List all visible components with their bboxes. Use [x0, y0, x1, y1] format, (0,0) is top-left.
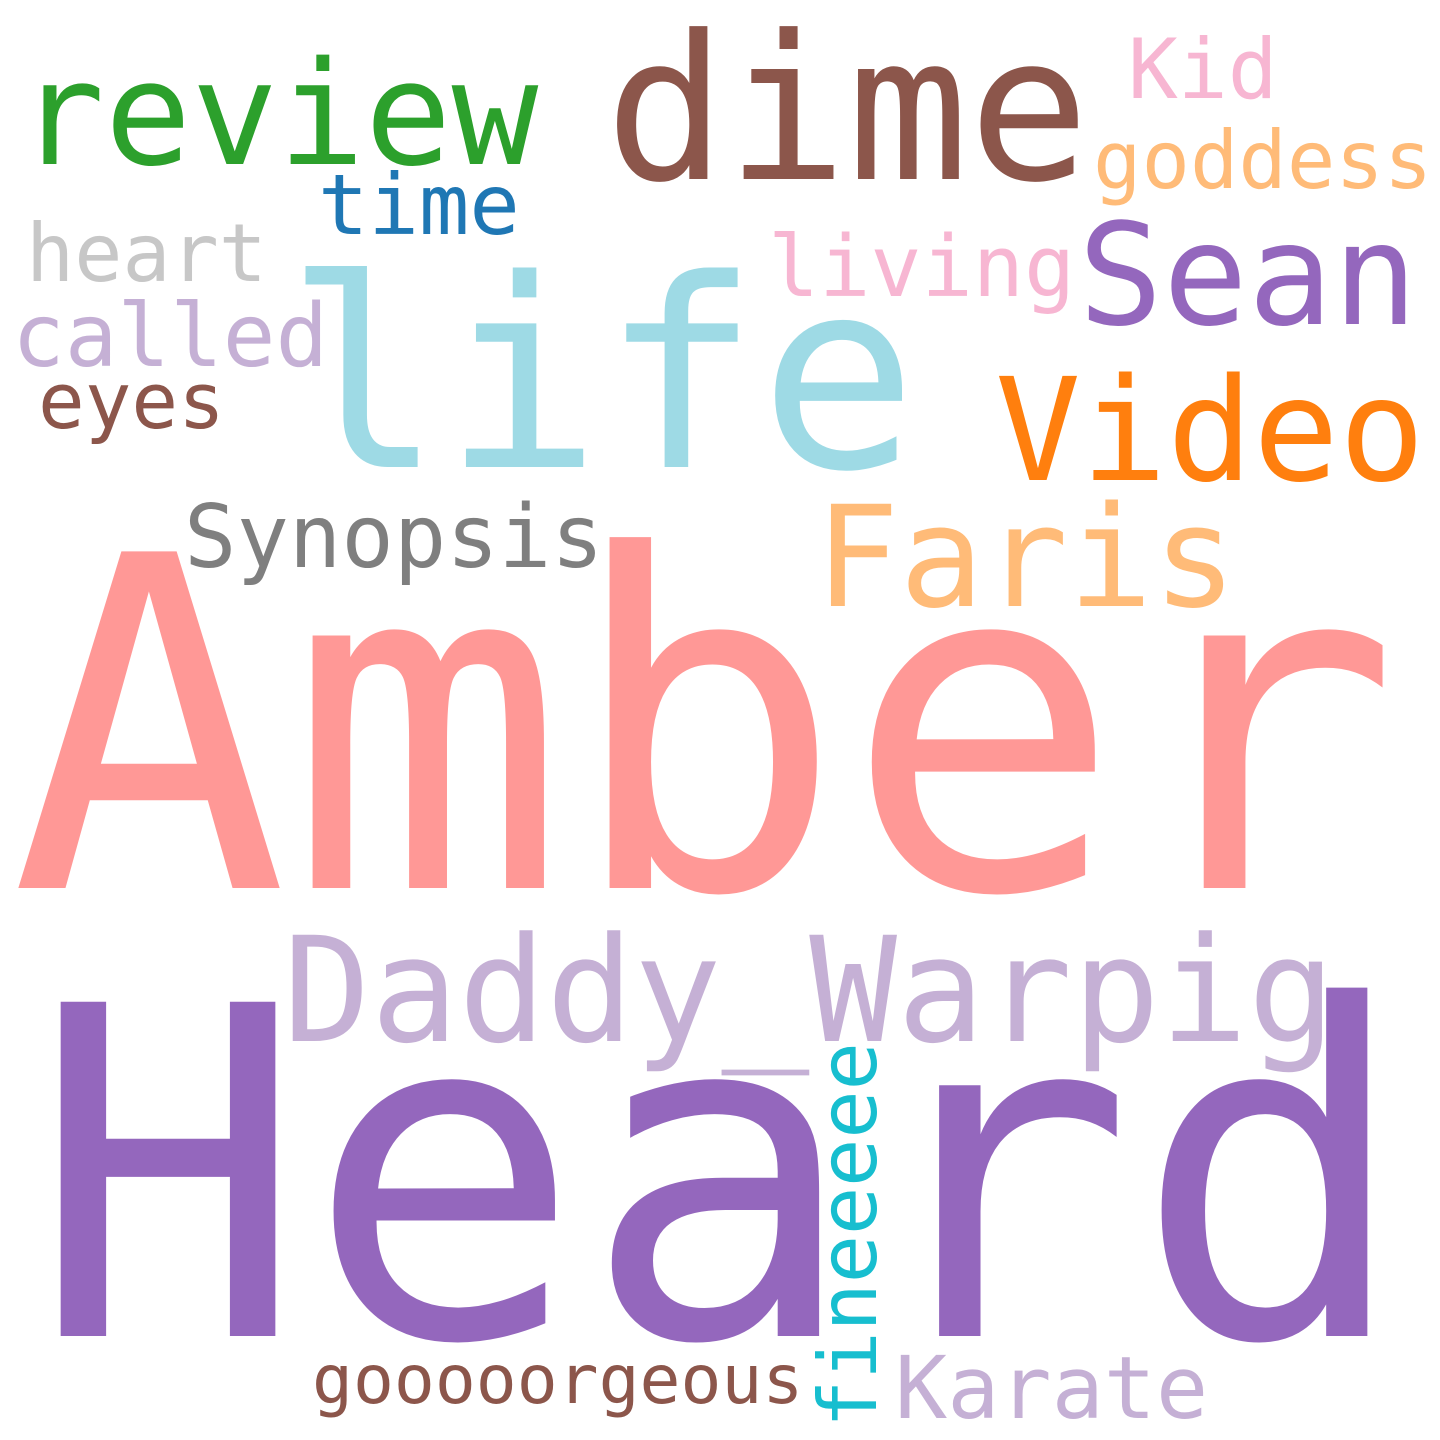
word-life: life [285, 222, 918, 529]
word-dime: dime [605, 0, 1090, 227]
word-time: time [318, 156, 520, 254]
word-sean: Sean [1078, 193, 1418, 358]
word-called: called [12, 285, 329, 387]
word-fineeeee: fineeeee [801, 1042, 895, 1428]
word-amber: Amber [10, 458, 1401, 997]
word-heard: Heard [30, 911, 1411, 1440]
word-goddess: goddess [1093, 112, 1433, 207]
word-gooooorgeous: gooooorgeous [312, 1341, 804, 1420]
word-faris: Faris [815, 477, 1237, 640]
word-karate: Karate [895, 1338, 1209, 1439]
word-heart: heart [26, 207, 267, 300]
word-video: Video [995, 346, 1425, 514]
word-eyes: eyes [38, 356, 225, 447]
word-daddy-warpig: Daddy_Warpig [283, 907, 1336, 1076]
word-kid: Kid [1128, 20, 1278, 118]
word-synopsis: Synopsis [184, 486, 604, 588]
word-living: living [768, 218, 1076, 317]
word-review: review [18, 29, 539, 198]
